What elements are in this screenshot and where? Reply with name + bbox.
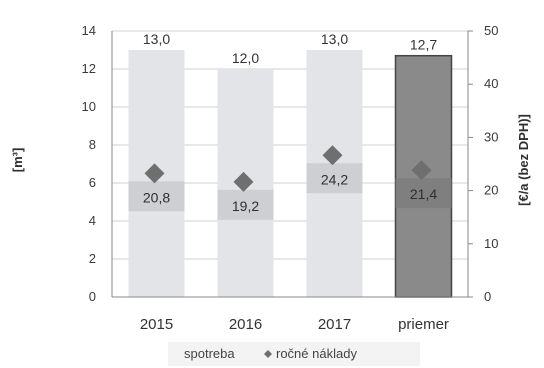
cost-label-box: [128, 181, 185, 212]
marker-rocne-naklady: [322, 145, 343, 166]
y-tick-left: 2: [89, 251, 96, 266]
y-tick-left: 0: [89, 289, 96, 304]
labels: 13,0 20,8 2015 12,0 19,2 2016 13,0 24,2 2017 12,7…: [140, 31, 449, 333]
cost-value-label: 21,4: [410, 186, 437, 202]
y-tick-right: 10: [484, 236, 498, 251]
y-tick-left: 14: [82, 23, 96, 38]
y-tick-right: 0: [484, 289, 491, 304]
marker-rocne-naklady: [411, 160, 432, 181]
bar-value-label: 13,0: [143, 31, 170, 47]
y-tick-right: 30: [484, 129, 498, 144]
y-tick-left: 4: [89, 213, 96, 228]
bar-value-label: 12,7: [410, 37, 437, 53]
legend-marker-icon: [264, 350, 272, 358]
y-axis-title-right: [€/a (bez DPH)]: [516, 114, 531, 206]
cost-label-box: [395, 178, 452, 209]
legend-label-rocne-naklady: ročné náklady: [276, 346, 357, 361]
y-tick-right: 20: [484, 183, 498, 198]
marker-rocne-naklady: [144, 163, 165, 184]
y-tick-right: 50: [484, 23, 498, 38]
y-tick-left: 12: [82, 61, 96, 76]
x-category-label: 2016: [229, 316, 262, 333]
cost-value-label: 20,8: [143, 189, 170, 205]
cost-label-box: [306, 163, 363, 194]
bar-value-label: 12,0: [232, 50, 259, 66]
cost-value-label: 24,2: [321, 171, 348, 187]
y-axis-title-left: [m³]: [10, 148, 25, 173]
bars: [128, 50, 453, 298]
x-category-label: 2017: [318, 316, 351, 333]
legend-label-spotreba: spotreba: [184, 346, 235, 361]
cost-label-box: [217, 189, 274, 220]
y-tick-left: 8: [89, 137, 96, 152]
y-tick-left: 10: [82, 99, 96, 114]
y-tick-right: 40: [484, 76, 498, 91]
axes: 0 2 4 6 8 10 12 14 0 10 20 30 40 50: [82, 23, 499, 304]
legend-box: [168, 342, 420, 366]
legend: spotreba ročné náklady: [168, 342, 420, 366]
x-category-label: 2015: [140, 316, 173, 333]
cost-value-label: 19,2: [232, 198, 259, 214]
y-tick-left: 6: [89, 175, 96, 190]
bar-value-label: 13,0: [321, 31, 348, 47]
markers: [144, 145, 432, 192]
x-category-label: priemer: [398, 316, 449, 333]
cost-boxes: [128, 163, 452, 220]
marker-rocne-naklady: [233, 171, 254, 192]
